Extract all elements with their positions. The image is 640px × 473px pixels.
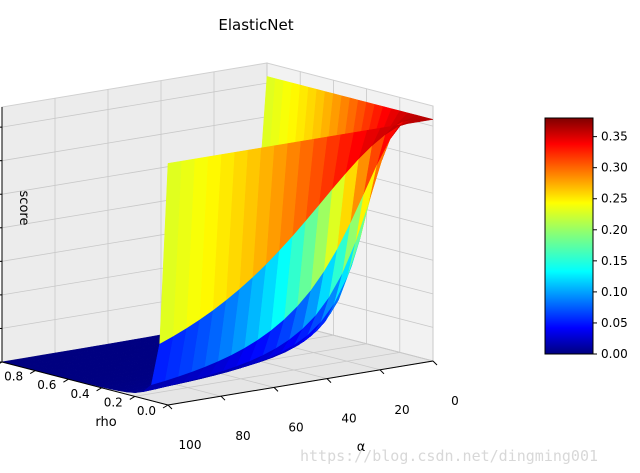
x-tick-label: 60 xyxy=(288,420,303,434)
x-tick-mark xyxy=(326,378,332,383)
x-tick-label: 80 xyxy=(235,429,250,443)
colorbar-tick-label: 0.15 xyxy=(601,254,628,268)
colorbar-tick-label: 0.05 xyxy=(601,316,628,330)
y-tick-mark xyxy=(29,370,36,375)
z-axis-label: score xyxy=(16,191,31,226)
x-tick-mark xyxy=(379,369,385,375)
y-tick-label: 0.0 xyxy=(137,404,156,418)
grid-line-rho xyxy=(134,97,401,397)
chart-title: ElasticNet xyxy=(218,16,293,34)
x-tick-label: 0 xyxy=(451,394,459,408)
surface-plot xyxy=(1,76,434,393)
colorbar-tick-label: 0.00 xyxy=(601,347,628,361)
colorbar-tick-label: 0.30 xyxy=(601,161,628,175)
surface-facet xyxy=(159,160,182,345)
y-tick-label: 0.8 xyxy=(4,370,23,384)
y-tick-mark xyxy=(162,404,169,409)
x-axis-line xyxy=(167,360,434,406)
y-tick-mark xyxy=(63,378,69,383)
colorbar-tick-label: 0.20 xyxy=(601,223,628,237)
x-tick-mark xyxy=(167,404,173,410)
y-tick-mark xyxy=(129,395,136,400)
x-axis-label: α xyxy=(357,440,366,455)
y-tick-mark xyxy=(96,387,102,392)
watermark: https://blog.csdn.net/dingming001 xyxy=(300,447,598,465)
colorbar-tick-label: 0.35 xyxy=(601,130,628,144)
colorbar-tick-label: 0.10 xyxy=(601,285,628,299)
colorbar-ticks: 0.00 0.05 0.10 0.15 0.20 0.25 0.30 0.35 xyxy=(593,130,628,361)
x-tick-label: 40 xyxy=(341,412,356,426)
x-tick-mark xyxy=(432,360,438,366)
y-tick-label: 0.2 xyxy=(104,395,123,409)
x-tick-label: 20 xyxy=(394,403,409,417)
axis-lines xyxy=(1,107,434,406)
y-tick-label: 0.4 xyxy=(71,387,90,401)
colorbar: 0.00 0.05 0.10 0.15 0.20 0.25 0.30 0.35 xyxy=(544,117,628,361)
y-tick-label: 0.6 xyxy=(37,378,56,392)
colorbar-gradient xyxy=(544,117,594,355)
y-axis-label: rho xyxy=(95,415,116,430)
x-tick-mark xyxy=(273,387,279,392)
x-tick-mark xyxy=(220,395,226,401)
x-tick-label: 100 xyxy=(179,438,202,452)
y-axis-line xyxy=(1,361,169,406)
colorbar-tick-label: 0.25 xyxy=(601,192,628,206)
y-tick-mark xyxy=(0,361,3,364)
tick-labels: 0.000.050.100.150.200.250.300.350.00.20.… xyxy=(0,126,459,452)
